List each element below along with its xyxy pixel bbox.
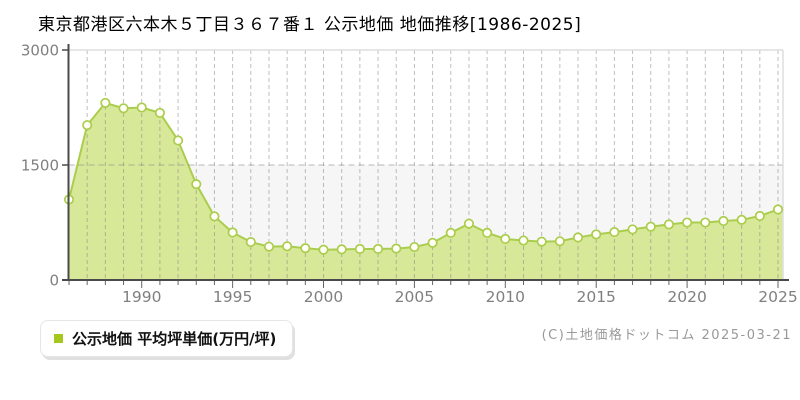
data-point[interactable] (154, 107, 165, 118)
data-point[interactable] (209, 211, 220, 222)
y-tick-label: 1500 (21, 157, 59, 175)
x-tick-label: 1990 (122, 288, 161, 306)
data-point[interactable] (336, 244, 347, 255)
copyright-text: (C)土地価格ドットコム 2025-03-21 (541, 328, 792, 343)
data-point[interactable] (227, 227, 238, 238)
data-point[interactable] (445, 227, 456, 238)
y-tick-label: 3000 (21, 42, 59, 60)
legend-label: 公示地価 平均坪単価(万円/坪) (72, 330, 277, 348)
data-point[interactable] (645, 221, 656, 232)
data-point[interactable] (300, 243, 311, 254)
x-tick-label: 1995 (213, 288, 252, 306)
data-point[interactable] (427, 237, 438, 248)
data-point[interactable] (373, 243, 384, 254)
data-point[interactable] (318, 244, 329, 255)
x-tick-label: 2015 (576, 288, 615, 306)
data-point[interactable] (500, 233, 511, 245)
data-point[interactable] (409, 241, 420, 253)
data-point[interactable] (536, 236, 547, 247)
x-tick-label: 2010 (486, 288, 525, 306)
data-point[interactable] (572, 232, 584, 243)
data-point[interactable] (682, 217, 693, 228)
data-point[interactable] (718, 215, 729, 227)
data-point[interactable] (282, 241, 293, 252)
data-point[interactable] (518, 235, 529, 246)
data-point[interactable] (463, 218, 474, 229)
data-point[interactable] (245, 237, 256, 248)
y-tick-label: 0 (49, 272, 59, 290)
data-point[interactable] (391, 243, 402, 254)
data-point[interactable] (754, 210, 765, 222)
data-point[interactable] (609, 227, 620, 238)
data-point[interactable] (82, 120, 93, 131)
data-point[interactable] (263, 241, 275, 252)
data-point[interactable] (627, 224, 638, 235)
x-tick-label: 2000 (304, 288, 343, 306)
legend: 公示地価 平均坪単価(万円/坪) (40, 320, 294, 357)
data-point[interactable] (118, 103, 129, 114)
x-tick-label: 2020 (667, 288, 706, 306)
x-tick-label: 2025 (758, 288, 797, 306)
data-point[interactable] (736, 214, 747, 225)
data-point[interactable] (136, 102, 147, 113)
page-title: 東京都港区六本木５丁目３６７番１ 公示地価 地価推移[1986-2025] (38, 15, 582, 35)
data-point[interactable] (663, 219, 674, 230)
data-point[interactable] (173, 135, 184, 146)
x-tick-label: 2005 (395, 288, 434, 306)
data-point[interactable] (100, 97, 111, 108)
area-fill (68, 102, 783, 281)
data-point[interactable] (554, 236, 565, 247)
data-point[interactable] (354, 243, 365, 254)
data-point[interactable] (591, 229, 602, 240)
data-point[interactable] (191, 179, 202, 190)
data-point[interactable] (482, 227, 493, 238)
data-point[interactable] (772, 204, 784, 215)
legend-marker-icon (54, 334, 63, 343)
data-point[interactable] (700, 217, 711, 228)
